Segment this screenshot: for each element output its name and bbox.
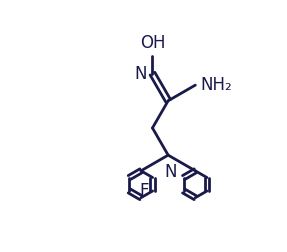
Text: OH: OH (140, 34, 165, 52)
Text: N: N (164, 163, 177, 181)
Text: NH₂: NH₂ (201, 76, 232, 94)
Text: N: N (135, 65, 147, 83)
Text: F: F (139, 182, 149, 200)
